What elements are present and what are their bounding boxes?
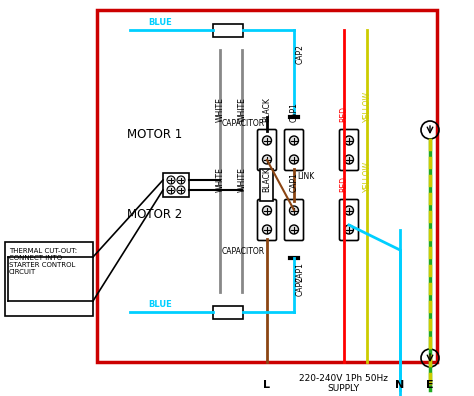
FancyBboxPatch shape [257,129,276,171]
FancyBboxPatch shape [339,129,358,171]
Text: E: E [426,380,434,390]
Circle shape [263,155,272,164]
Text: MOTOR 2: MOTOR 2 [128,209,182,221]
FancyBboxPatch shape [257,200,276,240]
Text: CAPACITOR: CAPACITOR [222,119,265,128]
Text: WHITE: WHITE [216,167,225,192]
Circle shape [167,176,175,184]
Text: CAPACITOR: CAPACITOR [222,247,265,256]
Text: CAP2: CAP2 [296,276,305,296]
Circle shape [290,206,299,215]
Bar [261,169,273,201]
Circle shape [167,186,175,194]
Text: BLACK: BLACK [263,167,272,192]
Text: RED: RED [339,176,348,192]
FancyBboxPatch shape [339,200,358,240]
Text: CAP2: CAP2 [296,44,305,64]
FancyBboxPatch shape [284,129,303,171]
Circle shape [345,155,354,164]
Bar [163,173,189,197]
Text: CAP1: CAP1 [290,172,299,192]
Text: BLUE: BLUE [148,300,172,309]
Circle shape [345,206,354,215]
Text: MOTOR 1: MOTOR 1 [128,128,182,141]
Text: L: L [264,380,271,390]
Circle shape [345,136,354,145]
FancyBboxPatch shape [284,200,303,240]
Text: YELLOW: YELLOW [363,91,372,122]
Circle shape [263,206,272,215]
Text: THERMAL CUT-OUT:
CONNECT INTO
STARTER CONTROL
CIRCUIT: THERMAL CUT-OUT: CONNECT INTO STARTER CO… [9,248,77,275]
Bar [97,10,437,362]
Text: CAP1: CAP1 [296,262,305,282]
Circle shape [290,136,299,145]
Text: N: N [395,380,405,390]
Bar [213,305,243,318]
Circle shape [263,225,272,234]
Circle shape [177,186,185,194]
Text: WHITE: WHITE [237,167,246,192]
Circle shape [177,176,185,184]
Text: WHITE: WHITE [237,97,246,122]
Circle shape [263,136,272,145]
Circle shape [290,155,299,164]
Circle shape [290,225,299,234]
Bar [213,23,243,36]
Text: BLUE: BLUE [148,18,172,27]
Text: LINK: LINK [297,172,314,181]
Text: CAP1: CAP1 [290,102,299,122]
Text: WHITE: WHITE [216,97,225,122]
Bar [5,242,93,316]
Text: RED: RED [339,106,348,122]
Text: BLACK: BLACK [263,97,272,122]
Circle shape [345,225,354,234]
Text: YELLOW: YELLOW [363,161,372,192]
Text: 220-240V 1Ph 50Hz
SUPPLY: 220-240V 1Ph 50Hz SUPPLY [299,373,388,393]
